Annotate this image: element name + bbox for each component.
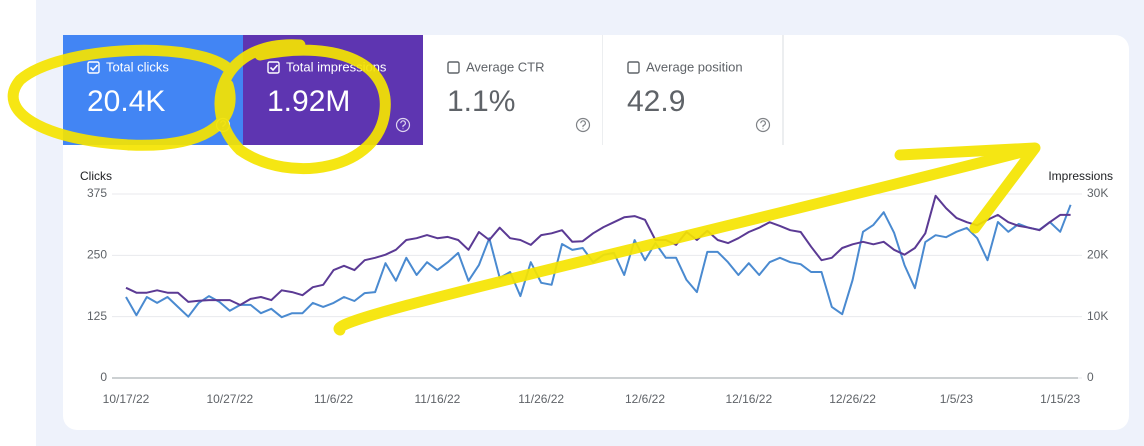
x-tick-label: 12/16/22 xyxy=(725,392,772,406)
checkmark xyxy=(89,64,99,72)
help-icon xyxy=(755,117,771,133)
x-tick-label: 1/15/23 xyxy=(1040,392,1080,406)
y-tick-label: 0 xyxy=(100,370,107,384)
y2-tick-label: 10K xyxy=(1087,309,1108,323)
y2-tick-label: 20K xyxy=(1087,248,1108,262)
help-icon xyxy=(575,117,591,133)
help-icon xyxy=(395,117,411,133)
x-tick-label: 10/27/22 xyxy=(206,392,253,406)
y-tick-label: 250 xyxy=(87,248,107,262)
metric-value: 1.92M xyxy=(267,85,350,118)
y2-tick-label: 30K xyxy=(1087,186,1108,200)
series-line xyxy=(125,194,1071,306)
metric-value: 1.1% xyxy=(447,85,515,118)
metric-value: 42.9 xyxy=(627,85,685,118)
checkbox[interactable] xyxy=(627,61,640,74)
x-tick-label: 12/6/22 xyxy=(625,392,665,406)
metric-label: Average position xyxy=(646,59,743,74)
metric-tile[interactable] xyxy=(603,35,783,145)
metric-label: Average CTR xyxy=(466,59,545,74)
x-tick-label: 11/6/22 xyxy=(314,392,353,406)
help-icon-mark xyxy=(400,120,406,130)
checkbox[interactable] xyxy=(447,61,460,74)
highlight-circle xyxy=(7,44,236,151)
chart: 0 125 250 375 0 10K 20K 30K 10/17/22 10/27/22 11/6… xyxy=(80,169,1113,406)
x-tick-label: 11/16/22 xyxy=(414,392,460,406)
help-icon-mark xyxy=(760,120,766,130)
y2-tick-label: 0 xyxy=(1087,370,1094,384)
annotations xyxy=(7,39,1041,336)
metric-label: Total clicks xyxy=(106,59,169,74)
metric-value: 20.4K xyxy=(87,85,165,118)
axis-title: Clicks xyxy=(80,169,112,183)
x-tick-label: 10/17/22 xyxy=(103,392,150,406)
x-tick-label: 1/5/23 xyxy=(940,392,974,406)
checkmark xyxy=(269,64,279,72)
x-tick-label: 11/26/22 xyxy=(518,392,564,406)
metric-tile[interactable] xyxy=(423,35,603,145)
y-tick-label: 125 xyxy=(87,309,107,323)
y-tick-label: 375 xyxy=(87,186,107,200)
highlight-circle xyxy=(214,39,391,175)
help-icon-mark xyxy=(580,120,586,130)
trend-arrow-head xyxy=(894,142,1041,234)
checkbox[interactable] xyxy=(87,61,100,74)
trend-arrow xyxy=(333,144,1036,336)
axis-title: Impressions xyxy=(1048,169,1113,183)
x-tick-label: 12/26/22 xyxy=(829,392,876,406)
checkbox[interactable] xyxy=(267,61,280,74)
